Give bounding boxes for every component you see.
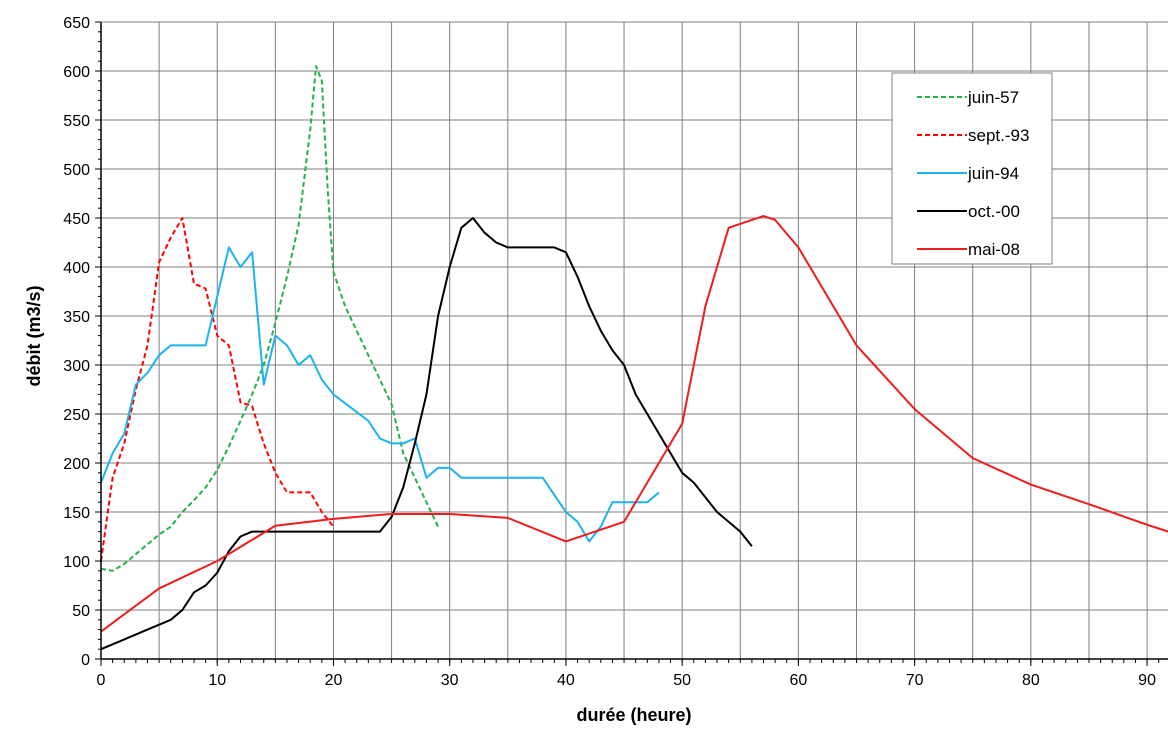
axes: 0 50 100 150 200 250 300 350 400 450 500 550 600 650 0… — [63, 15, 1168, 689]
legend-label-juin-57: juin-57 — [967, 88, 1019, 107]
x-tick-label: 60 — [789, 672, 807, 689]
x-tick-label: 50 — [673, 672, 691, 689]
x-tick-label: 0 — [97, 672, 106, 689]
x-tick-label: 10 — [208, 672, 226, 689]
series-line-oct.-00 — [100, 217, 753, 651]
y-tick-label: 300 — [63, 358, 90, 375]
legend-label-oct.-00: oct.-00 — [968, 202, 1020, 221]
y-tick-label: 200 — [63, 456, 90, 473]
x-tick-label: 90 — [1138, 672, 1156, 689]
legend-label-juin-94: juin-94 — [967, 164, 1019, 183]
series-line-sept.-93 — [100, 217, 335, 562]
y-tick-label: 650 — [63, 15, 90, 32]
y-axis-label: débit (m3/s) — [24, 285, 44, 386]
legend-label-mai-08: mai-08 — [968, 240, 1020, 259]
y-tick-label: 100 — [63, 554, 90, 571]
series-lines — [100, 65, 1168, 651]
x-tick-label: 40 — [557, 672, 575, 689]
legend-label-sept.-93: sept.-93 — [968, 126, 1029, 145]
y-tick-label: 550 — [63, 113, 90, 130]
y-tick-label: 500 — [63, 162, 90, 179]
y-tick-label: 450 — [63, 211, 90, 228]
y-tick-label: 150 — [63, 505, 90, 522]
legend: juin-57 sept.-93 juin-94 oct.-00 mai-08 — [891, 72, 1053, 265]
series-line-juin-57 — [100, 65, 439, 572]
legend-box — [891, 72, 1053, 265]
series-line-juin-94 — [100, 246, 660, 543]
y-tick-label: 250 — [63, 407, 90, 424]
y-tick-label: 400 — [63, 260, 90, 277]
x-tick-label: 70 — [906, 672, 924, 689]
x-tick-label: 30 — [441, 672, 459, 689]
x-axis-label: durée (heure) — [576, 705, 691, 725]
y-tick-label: 350 — [63, 309, 90, 326]
x-tick-label: 80 — [1022, 672, 1040, 689]
x-tick-label: 20 — [325, 672, 343, 689]
y-tick-label: 0 — [81, 652, 90, 669]
y-tick-label: 50 — [72, 603, 90, 620]
y-tick-label: 600 — [63, 64, 90, 81]
series-line-mai-08 — [100, 215, 1168, 633]
